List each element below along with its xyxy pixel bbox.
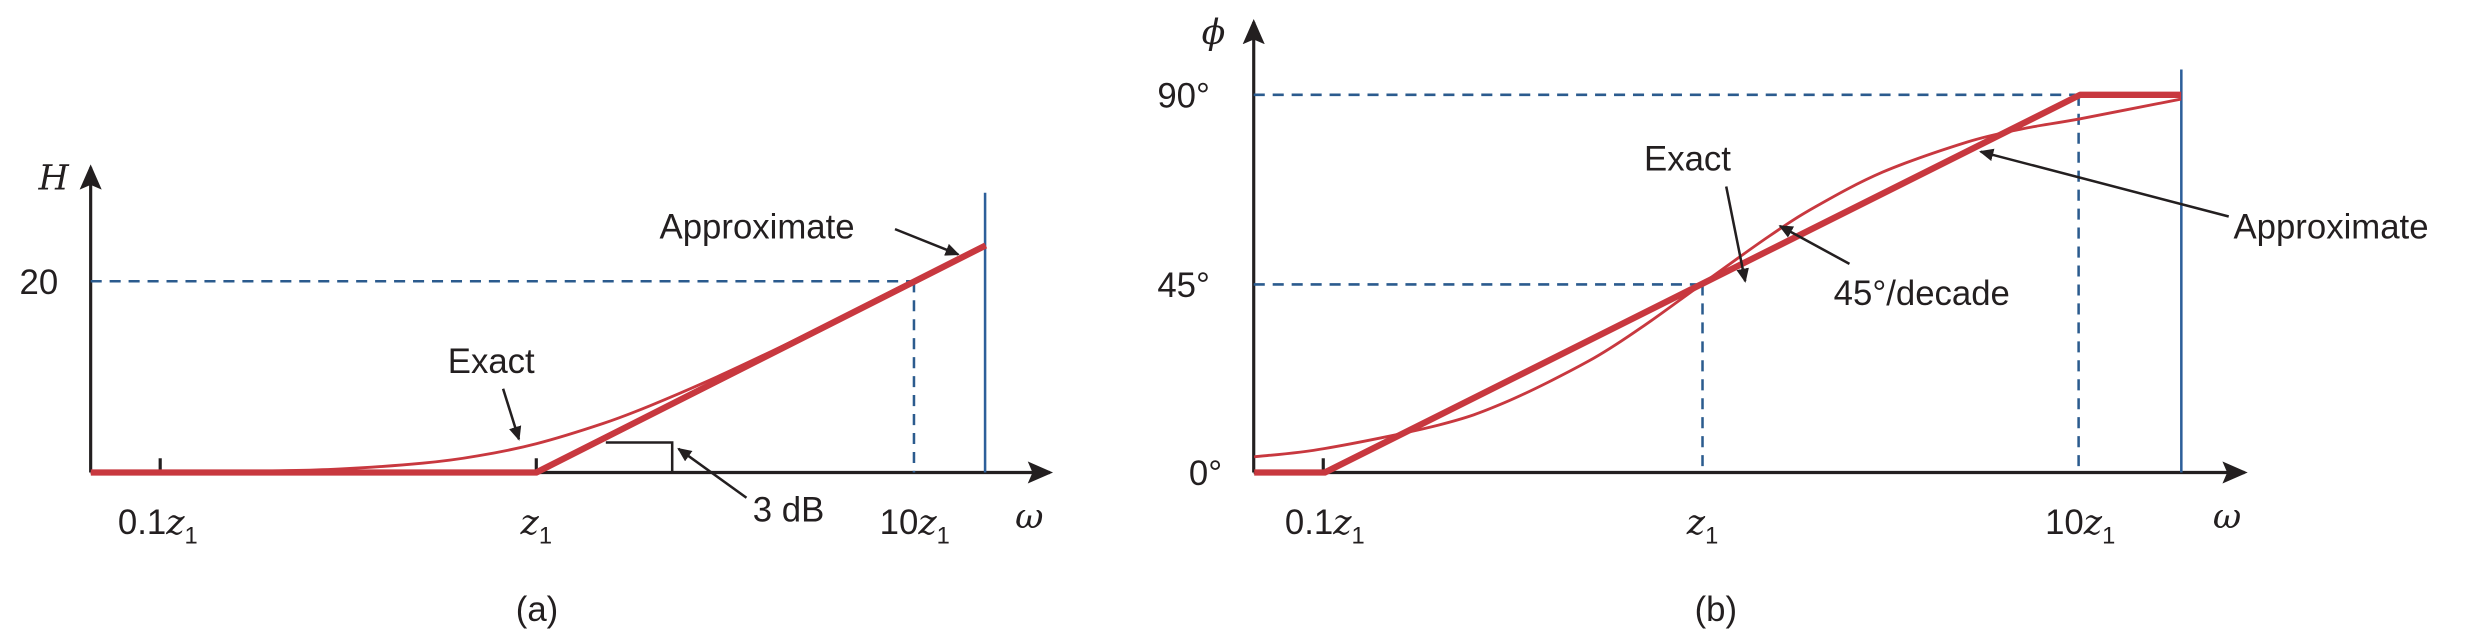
exact-pointer bbox=[1724, 186, 1749, 283]
y-tick-label-45: 45° bbox=[1157, 267, 1210, 305]
x-tick-label: 10z1 bbox=[880, 503, 950, 549]
exact-label: Exact bbox=[448, 343, 535, 381]
x-axis-label: ω bbox=[2213, 497, 2241, 537]
y-tick-label-0: 0° bbox=[1189, 455, 1222, 493]
exact-curve bbox=[90, 244, 987, 474]
approximate-pointer bbox=[1979, 148, 2230, 218]
caption-a: (a) bbox=[516, 591, 558, 629]
phase-plot: ϕ ω 90° 45° 0° 0.1z1 z1 10z1 Exact 45°/dec… bbox=[1157, 13, 2428, 629]
x-axis-label: ω bbox=[1015, 497, 1043, 537]
3db-pointer bbox=[677, 447, 748, 499]
caption-b: (b) bbox=[1695, 591, 1737, 629]
x-tick-label: 10z1 bbox=[2045, 503, 2115, 549]
3db-bracket bbox=[605, 441, 674, 473]
x-tick-label: z1 bbox=[1686, 503, 1719, 549]
exact-label: Exact bbox=[1644, 141, 1731, 179]
approximate-label: Approximate bbox=[660, 209, 855, 247]
y-axis-label: ϕ bbox=[1202, 13, 1226, 53]
exact-curve bbox=[1254, 97, 2182, 459]
approximate-curve bbox=[90, 242, 988, 476]
exact-pointer bbox=[501, 388, 522, 441]
y-tick-label-20: 20 bbox=[20, 264, 59, 302]
slope-pointer bbox=[1778, 224, 1851, 266]
x-tick-label: 0.1z1 bbox=[1285, 503, 1365, 549]
approximate-pointer bbox=[894, 227, 960, 256]
3db-label: 3 dB bbox=[753, 491, 825, 529]
approximate-curve bbox=[1254, 91, 2182, 476]
x-tick-label: z1 bbox=[520, 503, 553, 549]
y-tick-label-90: 90° bbox=[1157, 77, 1210, 115]
x-tick-label: 0.1z1 bbox=[118, 503, 198, 549]
slope-label: 45°/decade bbox=[1834, 275, 2010, 313]
y-axis-label: H bbox=[38, 159, 70, 199]
approximate-label: Approximate bbox=[2233, 209, 2428, 247]
magnitude-plot: H ω 20 0.1z1 z1 10z1 3 dB Exact Approximat… bbox=[20, 159, 1054, 629]
